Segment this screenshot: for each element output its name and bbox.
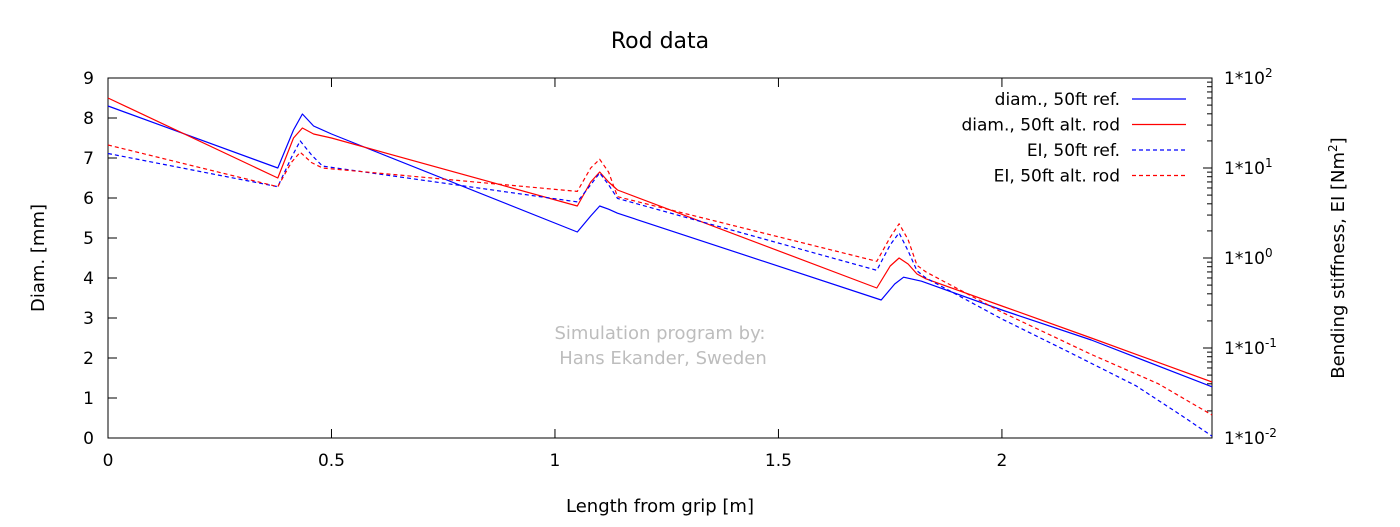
y-tick-label-left: 9 [83,69,94,89]
y-tick-label-left: 5 [83,229,94,249]
y-tick-label-left: 2 [83,349,94,369]
legend-label-2: diam., 50ft alt. rod [961,116,1120,136]
y-tick-label-left: 4 [83,269,94,289]
y-tick-label-right: 1*10-2 [1224,426,1277,449]
x-tick-label: 0 [103,451,114,471]
y-axis-label-right: Bending stiffness, EI [Nm2] [1326,137,1349,378]
y-tick-label-left: 8 [83,109,94,129]
x-tick-label: 1.5 [765,451,792,471]
ticks-layer: 0 0.5 1 1.5 2 0 1 2 3 4 5 6 7 8 9 1*10-2 1*10-1 1*100 1*10… [83,66,1277,471]
x-tick-label: 0.5 [318,451,345,471]
series-line-1 [107,105,1213,388]
y-tick-label-right: 1*10-1 [1224,336,1277,359]
y-tick-label-right: 1*100 [1224,246,1273,269]
y-tick-label-right: 1*102 [1224,66,1273,89]
legend-label-1: diam., 50ft ref. [995,90,1120,110]
watermark-line-1: Simulation program by: [555,323,766,344]
series-line-3 [107,140,1213,437]
x-tick-label: 1 [550,451,561,471]
legend: diam., 50ft ref. diam., 50ft alt. rod EI, … [961,90,1186,187]
y-tick-label-left: 3 [83,309,94,329]
x-axis-label: Length from grip [m] [566,496,754,517]
y-axis-label-right-close: ] [1328,137,1349,144]
y-axis-label-right-sup: 2 [1326,144,1340,152]
legend-label-4: EI, 50ft alt. rod [994,167,1120,187]
y-axis-label-right-main: Bending stiffness, EI [Nm [1328,152,1349,379]
legend-label-3: EI, 50ft ref. [1027,141,1120,161]
series-layer [107,97,1213,437]
chart-title: Rod data [611,29,709,54]
y-tick-label-left: 6 [83,189,94,209]
y-axis-label-left: Diam. [mm] [28,204,49,312]
y-tick-label-left: 1 [83,389,94,409]
y-tick-label-left: 7 [83,149,94,169]
y-tick-label-left: 0 [83,429,94,449]
x-tick-label: 2 [997,451,1008,471]
watermark-line-2: Hans Ekander, Sweden [559,348,766,369]
y-tick-label-right: 1*101 [1224,156,1273,179]
